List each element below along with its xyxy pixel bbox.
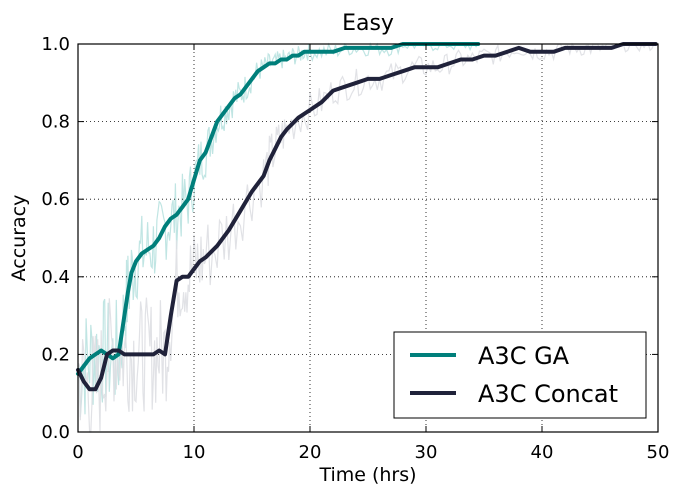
y-tick-label: 1.0 xyxy=(41,34,70,55)
legend: A3C GA A3C Concat xyxy=(393,331,647,419)
y-tick-label: 0.6 xyxy=(41,189,70,210)
y-tick-label: 0.0 xyxy=(41,422,70,443)
series-lines xyxy=(76,42,658,392)
series-line-0 xyxy=(76,42,481,376)
x-axis-label: Time (hrs) xyxy=(318,464,416,486)
axis-ticks: 0 10 20 30 40 50 0.0 0.2 0.4 0.6 0.8 1.0 xyxy=(41,34,669,463)
y-tick-label: 0.4 xyxy=(41,267,70,288)
y-axis-label: Accuracy xyxy=(8,195,30,282)
x-tick-label: 10 xyxy=(183,442,206,463)
x-tick-label: 30 xyxy=(415,442,438,463)
legend-label-0: A3C GA xyxy=(478,342,570,370)
legend-label-1: A3C Concat xyxy=(478,380,618,408)
y-tick-label: 0.2 xyxy=(41,344,70,365)
x-tick-label: 40 xyxy=(531,442,554,463)
series-line-1 xyxy=(76,42,658,392)
x-tick-label: 50 xyxy=(647,442,670,463)
plot-frame xyxy=(77,43,659,433)
legend-box xyxy=(393,331,647,419)
y-tick-label: 0.8 xyxy=(41,112,70,133)
x-tick-label: 0 xyxy=(72,442,83,463)
chart-title: Easy xyxy=(342,11,394,36)
x-tick-label: 20 xyxy=(299,442,322,463)
